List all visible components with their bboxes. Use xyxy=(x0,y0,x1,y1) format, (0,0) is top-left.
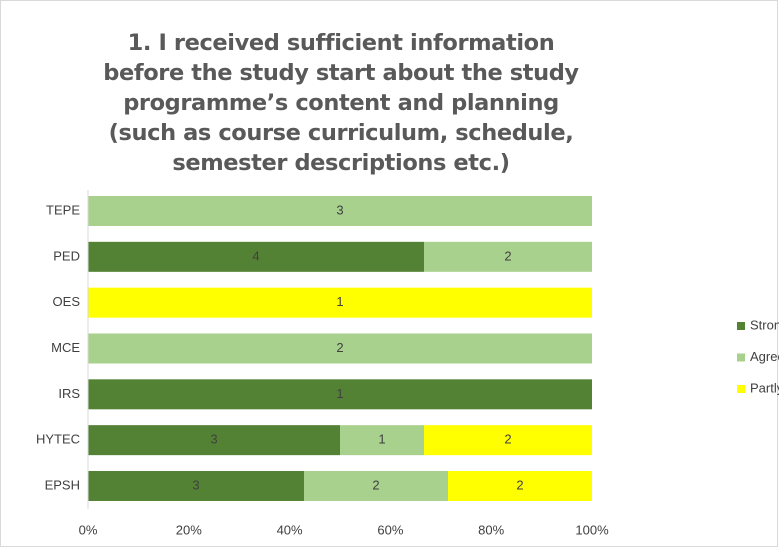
bar-segment xyxy=(448,470,592,501)
y-tick-label: TEPE xyxy=(46,202,80,217)
x-tick-label: 100% xyxy=(575,522,609,537)
data-label: 1 xyxy=(378,432,385,447)
y-tick-label: HYTEC xyxy=(36,432,80,447)
y-tick-label: EPSH xyxy=(45,477,80,492)
x-tick-label: 0% xyxy=(79,522,98,537)
chart-title: 1. I received sufficient information bef… xyxy=(103,30,579,176)
bar-segment xyxy=(88,379,592,410)
x-tick-label: 40% xyxy=(277,522,303,537)
y-tick-label: PED xyxy=(53,248,80,263)
y-tick-label: IRS xyxy=(58,386,80,401)
data-label: 3 xyxy=(192,477,199,492)
bar-segment xyxy=(88,333,592,364)
data-label: 3 xyxy=(336,202,343,217)
data-label: 4 xyxy=(252,248,259,263)
x-tick-label: 20% xyxy=(176,522,202,537)
x-tick-label: 60% xyxy=(377,522,403,537)
data-label: 2 xyxy=(516,477,523,492)
legend-label: Strongly agree xyxy=(750,317,779,332)
data-label: 2 xyxy=(504,248,511,263)
bar-segment xyxy=(304,470,448,501)
legend-swatch xyxy=(737,353,745,362)
bar-segment xyxy=(424,241,592,272)
data-label: 3 xyxy=(210,432,217,447)
bar-segment xyxy=(424,425,592,456)
data-label: 2 xyxy=(372,477,379,492)
bar-segment xyxy=(340,425,424,456)
legend-label: Partly agree xyxy=(750,380,779,395)
legend-swatch xyxy=(737,385,745,393)
y-tick-label: MCE xyxy=(51,340,80,355)
data-label: 2 xyxy=(336,340,343,355)
bar-segment xyxy=(88,287,592,318)
legend-swatch xyxy=(737,322,745,330)
bar-segment xyxy=(88,241,424,272)
bar-segment xyxy=(88,425,340,456)
y-tick-label: OES xyxy=(53,294,81,309)
data-label: 2 xyxy=(504,432,511,447)
bar-segment xyxy=(88,470,304,501)
bar-segment xyxy=(88,196,592,226)
data-label: 1 xyxy=(336,294,343,309)
data-label: 1 xyxy=(336,386,343,401)
legend-label: Agree xyxy=(750,349,779,364)
x-tick-label: 80% xyxy=(478,522,504,537)
